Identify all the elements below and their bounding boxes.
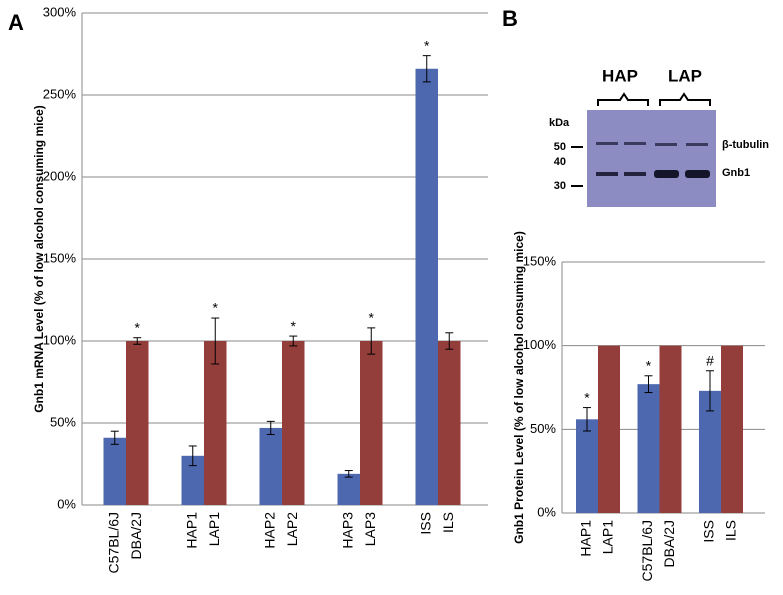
x-tick-label: ILS xyxy=(440,512,456,533)
bar xyxy=(699,390,721,513)
panel-label: A xyxy=(8,10,24,35)
y-tick-label: 0% xyxy=(537,504,556,519)
x-tick-label: LAP1 xyxy=(206,512,222,546)
significance-mark: # xyxy=(706,352,714,368)
x-tick-label: HAP1 xyxy=(578,520,594,557)
bar xyxy=(204,341,227,505)
error-bar xyxy=(188,445,197,467)
y-tick-label: 100% xyxy=(43,332,77,347)
y-tick-label: 100% xyxy=(523,337,557,352)
significance-mark: * xyxy=(584,389,590,405)
x-tick-label: LAP2 xyxy=(284,512,300,546)
band-label: Gnb1 xyxy=(722,167,750,179)
y-tick-label: 200% xyxy=(43,168,77,183)
group-label: LAP xyxy=(668,66,702,85)
bar xyxy=(181,455,204,505)
group-label: HAP xyxy=(602,66,638,85)
x-tick-label: C57BL/6J xyxy=(105,512,121,573)
blot-band xyxy=(596,142,618,145)
x-tick-label: ISS xyxy=(417,512,433,535)
western-blot: HAP LAP kDa 50 40 30 β-tubulin Gnb1 xyxy=(549,66,769,207)
blot-band xyxy=(624,142,646,145)
y-tick-label: 0% xyxy=(57,496,76,511)
bar xyxy=(282,341,305,505)
band-label: β-tubulin xyxy=(722,139,769,151)
error-bar xyxy=(445,332,454,350)
blot-band xyxy=(624,172,646,176)
blot-band xyxy=(685,170,710,178)
y-tick-label: 50% xyxy=(530,421,556,436)
error-bar xyxy=(706,370,714,412)
bar xyxy=(721,345,743,513)
bar xyxy=(126,341,149,505)
y-axis-label: Gnb1 mRNA Level (% of low alcohol consum… xyxy=(32,105,46,413)
significance-mark: * xyxy=(213,300,219,316)
x-tick-label: DBA/2J xyxy=(128,512,144,559)
x-tick-label: ISS xyxy=(701,520,717,543)
marker-label: 40 xyxy=(554,156,566,168)
y-tick-label: 150% xyxy=(523,253,557,268)
x-tick-label: HAP2 xyxy=(261,512,277,549)
x-tick-label: HAP1 xyxy=(183,512,199,549)
significance-mark: * xyxy=(424,37,430,53)
y-tick-label: 150% xyxy=(43,250,77,265)
x-tick-label: C57BL/6J xyxy=(639,520,655,581)
bar xyxy=(438,341,461,505)
error-bar xyxy=(266,420,275,435)
error-bar xyxy=(583,407,591,432)
x-tick-label: HAP3 xyxy=(339,512,355,549)
significance-mark: * xyxy=(646,357,652,373)
error-bar xyxy=(422,55,431,83)
y-tick-label: 300% xyxy=(43,4,77,19)
x-tick-label: ILS xyxy=(723,520,739,541)
error-bar xyxy=(289,335,298,347)
bar xyxy=(659,345,682,513)
y-tick-label: 250% xyxy=(43,86,77,101)
blot-band xyxy=(655,143,677,146)
y-tick-label: 50% xyxy=(50,414,76,429)
error-bar xyxy=(133,337,142,345)
y-axis-label: Gnb1 Protein Level (% of low alcohol con… xyxy=(512,231,526,544)
x-tick-label: LAP1 xyxy=(600,520,616,554)
marker-label: 50 xyxy=(554,141,566,153)
error-bar xyxy=(110,430,119,445)
unit-label: kDa xyxy=(549,117,570,129)
x-tick-label: DBA/2J xyxy=(661,520,677,567)
significance-mark: * xyxy=(291,318,297,334)
bar xyxy=(415,68,438,505)
bar xyxy=(637,384,660,513)
blot-band xyxy=(686,143,708,146)
bar xyxy=(337,473,360,505)
bar xyxy=(360,341,383,505)
significance-mark: * xyxy=(135,319,141,335)
marker-label: 30 xyxy=(554,180,566,192)
blot-band xyxy=(596,172,618,176)
hap-bracket xyxy=(597,92,649,106)
bar xyxy=(598,345,620,513)
x-tick-label: LAP3 xyxy=(362,512,378,546)
significance-mark: * xyxy=(369,310,375,326)
bar xyxy=(103,437,126,505)
error-bar xyxy=(211,317,220,365)
panel-label: B xyxy=(502,6,518,31)
bar xyxy=(576,419,598,513)
bar xyxy=(259,427,282,505)
lap-bracket xyxy=(659,92,711,106)
blot-band xyxy=(654,170,679,178)
error-bar xyxy=(644,375,653,394)
error-bar xyxy=(344,470,353,478)
blot-image xyxy=(587,110,716,207)
error-bar xyxy=(367,327,376,355)
